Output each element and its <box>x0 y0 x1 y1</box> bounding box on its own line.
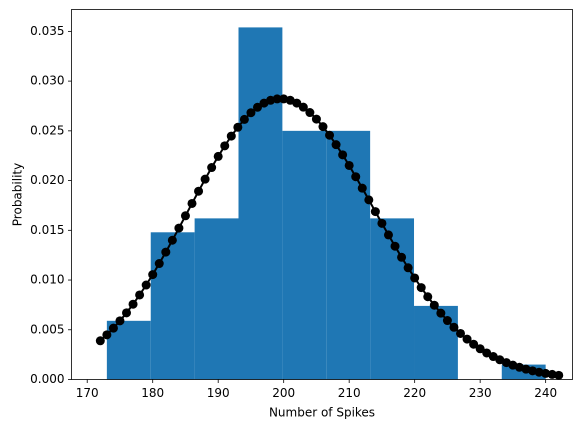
line-marker <box>403 263 413 273</box>
line-marker <box>122 308 132 318</box>
y-tick-label: 0.005 <box>30 322 64 336</box>
x-tick-label: 170 <box>76 386 99 400</box>
line-marker <box>200 174 210 184</box>
line-marker <box>351 172 361 182</box>
line-marker <box>325 130 335 140</box>
line-marker <box>397 252 407 262</box>
line-marker <box>318 122 328 132</box>
histogram-bar <box>150 232 195 380</box>
line-marker <box>377 218 387 228</box>
x-tick-label: 220 <box>403 386 426 400</box>
x-tick-label: 240 <box>534 386 557 400</box>
line-marker <box>272 94 282 104</box>
y-tick-label: 0.020 <box>30 173 64 187</box>
line-marker <box>102 330 112 340</box>
y-tick-label: 0.030 <box>30 74 64 88</box>
line-marker <box>95 336 105 346</box>
line-marker <box>154 259 164 269</box>
line-marker <box>174 223 184 233</box>
x-tick-label: 230 <box>469 386 492 400</box>
line-marker <box>194 186 204 196</box>
y-tick-label: 0.000 <box>30 372 64 386</box>
line-marker <box>442 316 452 326</box>
line-marker <box>390 241 400 251</box>
line-marker <box>128 299 138 309</box>
line-marker <box>436 308 446 318</box>
line-marker <box>410 273 420 283</box>
x-tick-label: 180 <box>141 386 164 400</box>
line-marker <box>207 163 217 173</box>
line-marker <box>423 292 433 302</box>
line-marker <box>305 108 315 118</box>
line-marker <box>462 334 472 344</box>
line-marker <box>108 323 118 333</box>
line-marker <box>416 283 426 293</box>
line-marker <box>135 290 145 300</box>
line-marker <box>298 102 308 112</box>
line-marker <box>338 150 348 160</box>
histogram-bar <box>326 130 371 380</box>
line-marker <box>226 131 236 141</box>
line-marker <box>331 140 341 150</box>
line-marker <box>292 98 302 108</box>
line-marker <box>148 270 158 280</box>
line-marker <box>311 114 321 124</box>
line-marker <box>115 316 125 326</box>
line-marker <box>220 141 230 151</box>
y-tick-label: 0.015 <box>30 223 64 237</box>
line-marker <box>187 198 197 208</box>
x-tick-label: 200 <box>272 386 295 400</box>
line-marker <box>141 280 151 290</box>
y-axis-label: Probability <box>11 163 25 226</box>
x-tick-label: 210 <box>338 386 361 400</box>
line-marker <box>469 339 479 349</box>
line-marker <box>161 247 171 257</box>
line-marker <box>429 300 439 310</box>
y-tick-label: 0.010 <box>30 273 64 287</box>
line-marker <box>547 369 557 379</box>
line-marker <box>213 151 223 161</box>
line-marker <box>554 370 564 380</box>
plot-frame <box>71 9 573 380</box>
histogram-bar <box>282 130 327 380</box>
line-marker <box>475 344 485 354</box>
histogram-bar <box>238 27 283 380</box>
line-marker <box>456 328 466 338</box>
line-marker <box>364 195 374 205</box>
line-marker <box>239 114 249 124</box>
line-marker <box>167 235 177 245</box>
line-marker <box>252 102 262 112</box>
y-tick-label: 0.025 <box>30 123 64 137</box>
line-marker <box>482 348 492 358</box>
line-marker <box>357 183 367 193</box>
histogram-bar <box>194 218 239 380</box>
line-marker <box>246 108 256 118</box>
line-marker <box>370 207 380 217</box>
histogram-bar <box>414 305 458 380</box>
line-marker <box>233 122 243 132</box>
line-marker <box>449 322 459 332</box>
line-marker <box>383 230 393 240</box>
y-tick-label: 0.035 <box>30 24 64 38</box>
line-marker <box>180 211 190 221</box>
x-tick-label: 190 <box>207 386 230 400</box>
x-axis-label: Number of Spikes <box>269 406 375 420</box>
line-marker <box>344 160 354 170</box>
